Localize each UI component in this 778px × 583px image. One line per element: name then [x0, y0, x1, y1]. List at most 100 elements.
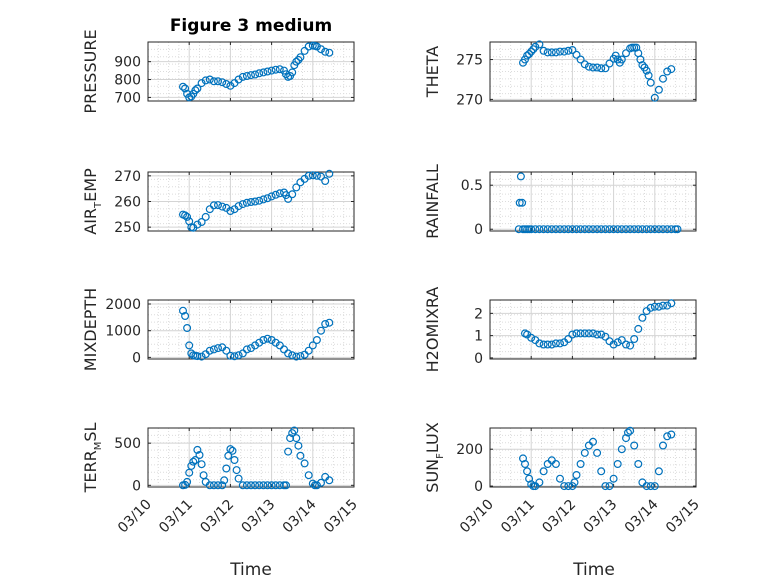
data-point: [267, 481, 276, 490]
data-point: [209, 77, 218, 86]
data-point: [183, 477, 192, 486]
data-point: [634, 460, 643, 469]
data-point: [288, 190, 297, 199]
data-point: [284, 194, 293, 203]
y-tick-label: 270: [114, 169, 141, 185]
data-point: [667, 65, 676, 74]
x-tick-label: 03/14: [622, 496, 662, 536]
data-point: [220, 476, 229, 485]
data-point: [621, 434, 630, 443]
data-point: [613, 225, 622, 234]
data-point: [238, 72, 247, 81]
data-point: [263, 481, 272, 490]
data-point: [621, 49, 630, 58]
data-point: [535, 225, 544, 234]
data-point: [214, 77, 223, 86]
data-point: [658, 225, 667, 234]
data-point: [617, 336, 626, 345]
data-point: [247, 198, 256, 207]
data-point: [650, 93, 659, 102]
data-point: [234, 202, 243, 211]
data-point: [531, 225, 540, 234]
data-point: [597, 64, 606, 73]
data-point: [226, 351, 235, 360]
x-tick-label: 03/10: [457, 497, 497, 537]
axes-frame: [147, 427, 355, 488]
data-point: [626, 225, 635, 234]
data-point: [296, 352, 305, 361]
data-point: [593, 448, 602, 457]
axes-frame: [489, 171, 697, 232]
data-point: [214, 344, 223, 353]
data-point: [187, 461, 196, 470]
data-point: [588, 63, 597, 72]
data-point: [515, 198, 524, 207]
data-point: [284, 447, 293, 456]
data-point: [292, 352, 301, 361]
y-axis-label: SUNFLUX: [423, 422, 446, 492]
y-axis-label: PRESSURE: [81, 29, 100, 113]
x-tick-label: 03/11: [156, 497, 196, 537]
data-point: [214, 481, 223, 490]
data-point: [308, 341, 317, 350]
data-point: [209, 345, 218, 354]
y-axis-label: THETA: [423, 46, 442, 98]
axes-frame: [489, 299, 697, 360]
data-point: [234, 474, 243, 483]
data-point: [300, 350, 309, 359]
data-point: [658, 441, 667, 450]
data-point: [247, 71, 256, 80]
data-point: [251, 341, 260, 350]
data-point: [568, 45, 577, 54]
data-point: [547, 225, 556, 234]
data-point: [531, 42, 540, 51]
data-point: [201, 212, 210, 221]
data-point: [611, 51, 620, 60]
y-axis-label: AIRTEMP: [81, 168, 104, 235]
data-point: [263, 194, 272, 203]
data-point: [617, 225, 626, 234]
data-point: [518, 198, 527, 207]
data-point: [259, 68, 268, 77]
data-point: [551, 460, 560, 469]
x-tick-label: 03/11: [498, 497, 538, 537]
data-point: [597, 225, 606, 234]
data-point: [560, 482, 569, 491]
data-point: [642, 225, 651, 234]
x-tick-label: 03/12: [197, 497, 237, 537]
data-point: [209, 201, 218, 210]
data-point: [226, 445, 235, 454]
data-point: [630, 441, 639, 450]
data-point: [259, 336, 268, 345]
data-point: [535, 478, 544, 487]
data-point: [555, 474, 564, 483]
data-point: [605, 225, 614, 234]
data-point: [535, 339, 544, 348]
data-point: [644, 71, 653, 80]
data-point: [325, 476, 334, 485]
data-point: [555, 339, 564, 348]
axes-frame: [147, 299, 355, 360]
y-tick-label: 250: [114, 220, 141, 236]
y-axis-label: RAINFALL: [423, 164, 442, 239]
subplot-8: 0 200 SUNFLUX 03/10 03/11 03/12 03/13 03/14 03/1…: [423, 422, 703, 536]
data-point: [535, 40, 544, 49]
axes-frame: [147, 41, 355, 102]
y-tick-label: 1: [474, 329, 483, 345]
data-point: [201, 76, 210, 85]
data-point: [282, 481, 291, 490]
axes-frame: [489, 427, 697, 488]
data-point: [564, 225, 573, 234]
y-axis-label: TERRMSL: [81, 423, 104, 494]
subplot-2: 270 275 THETA: [423, 40, 697, 108]
data-point: [551, 339, 560, 348]
data-point: [543, 48, 552, 57]
data-point: [300, 459, 309, 468]
data-point: [523, 51, 532, 60]
data-point: [539, 225, 548, 234]
data-point: [580, 448, 589, 457]
data-point: [317, 326, 326, 335]
data-point: [570, 478, 579, 487]
data-point: [520, 55, 529, 64]
